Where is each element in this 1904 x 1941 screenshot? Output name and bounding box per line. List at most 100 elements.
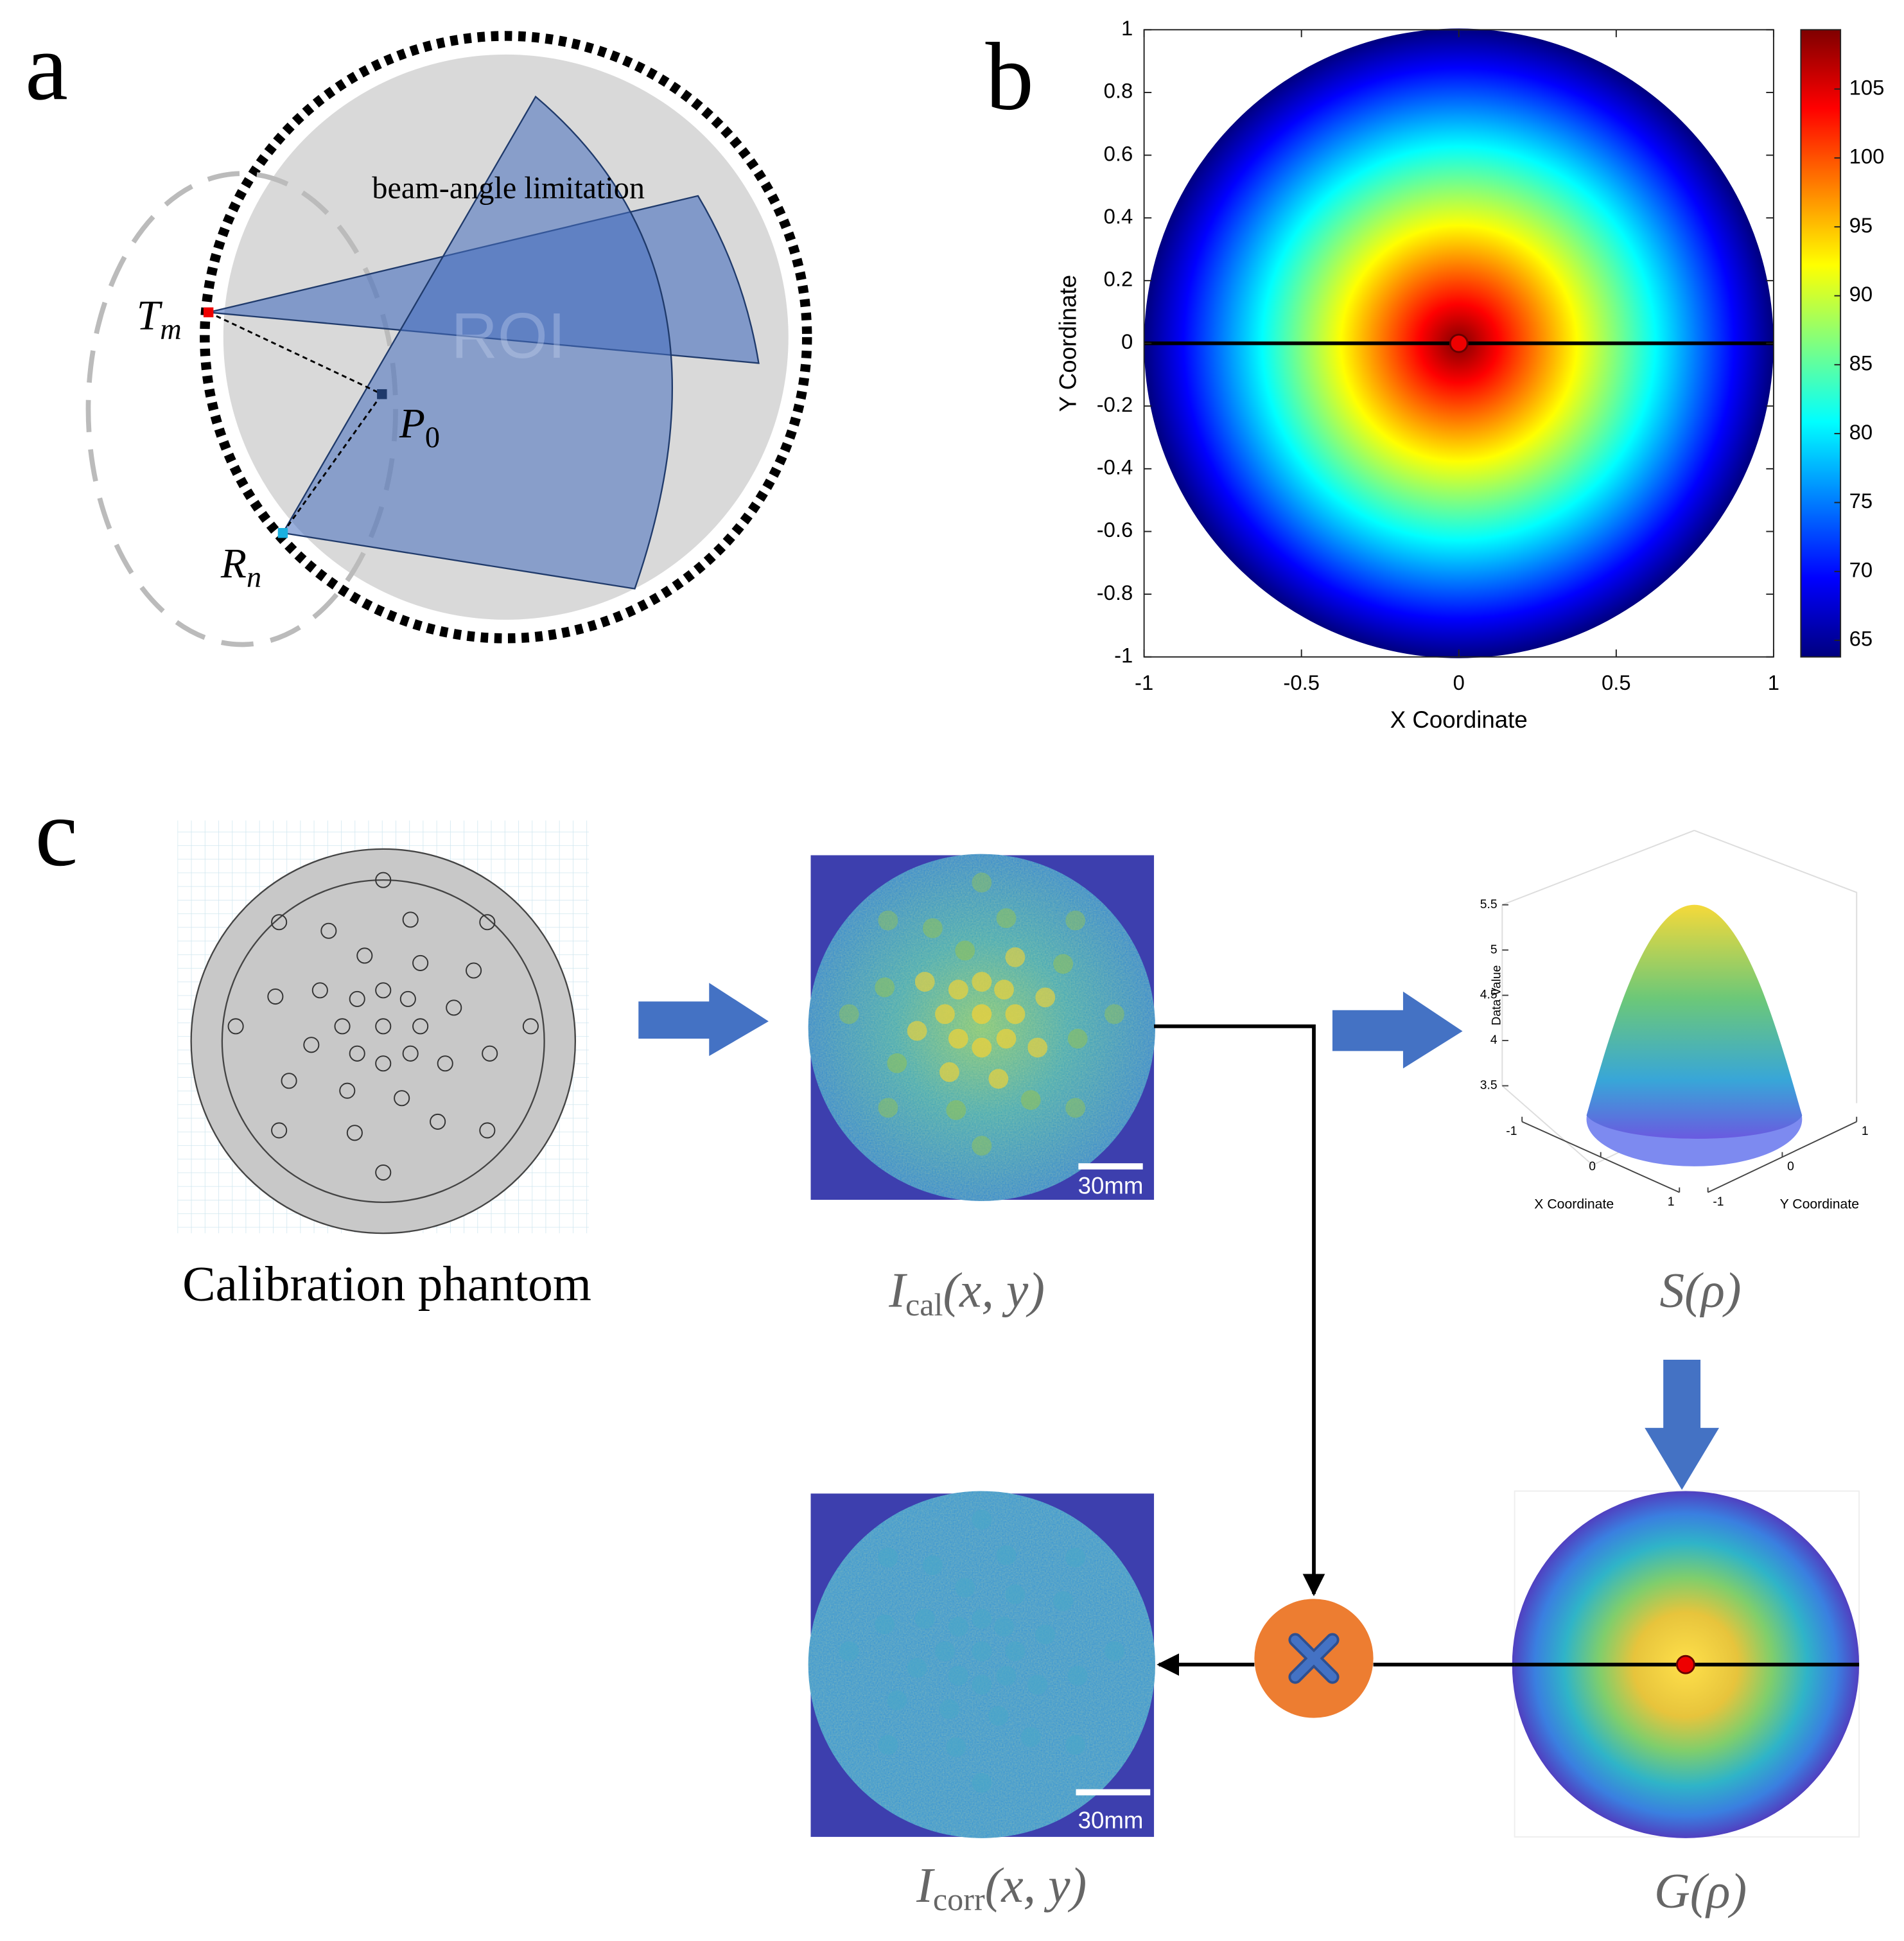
corrected-spots (839, 1509, 1124, 1793)
corrected-spot (948, 1665, 968, 1686)
corrected-spot (1065, 1735, 1086, 1755)
phantom-hole (479, 1122, 496, 1139)
receiver-marker (277, 528, 288, 538)
phantom-hole (430, 1113, 446, 1130)
corrected-spot (1005, 1641, 1026, 1662)
phantom-hole (402, 911, 419, 928)
transmitter-marker (203, 307, 214, 318)
plot-box (1501, 830, 1695, 906)
z-tick-label: 4 (1490, 1033, 1498, 1047)
y-tick-label: 0.2 (1104, 267, 1133, 291)
calibration-spot (878, 1098, 898, 1118)
calibration-spot (972, 872, 992, 893)
calibration-spot (948, 979, 968, 1000)
corrected-spot (972, 1609, 992, 1629)
colorbar-tick-label: 75 (1849, 489, 1873, 513)
y-tick-label: 0 (1121, 329, 1133, 353)
corrected-spot (875, 1614, 895, 1635)
phantom-hole (375, 1018, 392, 1035)
calibration-spot (996, 908, 1017, 929)
x-tick-label: 0 (1589, 1160, 1596, 1173)
corrected-spot (972, 1641, 992, 1662)
phantom-hole (375, 872, 392, 888)
calibration-spots (839, 872, 1124, 1156)
transmitter-label: Tm (137, 293, 182, 346)
y-tick-label: -0.4 (1097, 455, 1133, 479)
calibration-spot (1053, 954, 1074, 974)
phantom-hole (271, 914, 288, 931)
panel-b: b X Coordinate Y Coordinate -1 -0.5 0 0.5 1 -… (986, 16, 1885, 733)
calibration-spot (948, 1028, 968, 1049)
corrected-spot (907, 1658, 927, 1678)
flow-arrow (638, 983, 769, 1057)
flow-arrow (1645, 1359, 1720, 1490)
phantom-hole (311, 982, 328, 999)
calibration-spot (1020, 1090, 1041, 1111)
x-tick-label: 0.5 (1602, 671, 1631, 694)
z-tick-label: 5 (1490, 943, 1498, 956)
phantom-hole (375, 1055, 392, 1072)
phantom-hole (334, 1018, 351, 1035)
calibration-spot (988, 1069, 1009, 1089)
calibration-spot (1005, 1004, 1026, 1024)
colorbar (1800, 29, 1842, 658)
phantom-hole (339, 1082, 356, 1099)
phantom-hole (522, 1018, 539, 1035)
colorbar-tick-label: 80 (1849, 420, 1873, 444)
colorbar-tick-label: 90 (1849, 282, 1873, 306)
corrected-spot (996, 1665, 1017, 1686)
corrected-spot (946, 1737, 966, 1757)
surface (1586, 904, 1803, 1139)
y-tick-label: 0 (1787, 1160, 1794, 1173)
y-tick-label: 0.6 (1104, 141, 1133, 165)
phantom-holes (227, 872, 539, 1181)
point-marker (377, 389, 387, 400)
x-tick-label: 1 (1768, 671, 1779, 694)
calibration-spot (955, 940, 975, 961)
phantom-hole (394, 1090, 410, 1107)
surface-caption: S(ρ) (1660, 1262, 1742, 1317)
multiply-symbol (1288, 1633, 1340, 1684)
y-tick-label: -0.6 (1097, 518, 1133, 541)
scale-bar-label: 30mm (1078, 1172, 1144, 1199)
calibration-spot (839, 1004, 859, 1024)
calibration-spot (1035, 987, 1056, 1008)
center-marker (1675, 1655, 1695, 1674)
calibration-spot (914, 972, 935, 992)
y-axis-label: Y Coordinate (1055, 275, 1081, 412)
corrected-caption: Icorr(x, y) (916, 1858, 1087, 1917)
y-tick-label: 0.4 (1104, 204, 1133, 228)
phantom-hole (375, 1164, 392, 1181)
corrected-spot (972, 1509, 992, 1530)
calibration-spot (1065, 910, 1086, 931)
phantom-hole (446, 999, 462, 1016)
panel-c: c Calibration phantom 30mm Ical(x, y) Da… (35, 779, 1868, 1919)
corrected-spot (1053, 1591, 1074, 1612)
phantom-hole (227, 1018, 244, 1035)
x-axis-label: X Coordinate (1390, 707, 1528, 733)
panel-label: c (35, 779, 78, 886)
corrected-spot (988, 1706, 1009, 1726)
calibration-spot (972, 1037, 992, 1058)
receiver-label: Rn (220, 541, 261, 594)
phantom-hole (346, 1125, 363, 1141)
beam-sector (281, 95, 673, 590)
z-tick-label: 4.5 (1480, 988, 1498, 1002)
phantom-hole (375, 982, 392, 999)
calibration-spot (875, 977, 895, 997)
phantom-outer (190, 848, 577, 1234)
colorbar-tick-label: 105 (1849, 75, 1885, 99)
point-label: P0 (399, 401, 440, 454)
phantom-hole (356, 947, 373, 964)
phantom-hole (482, 1045, 498, 1062)
x-tick-label: 1 (1668, 1195, 1675, 1209)
calibration-spot (1067, 1028, 1088, 1049)
scale-bar-label: 30mm (1078, 1807, 1144, 1833)
x-tick-label: -1 (1506, 1125, 1517, 1138)
colorbar-tick-label: 100 (1849, 145, 1885, 168)
calibration-spot (1065, 1098, 1086, 1118)
surface-plot: Data Value X Coordinate Y Coordinate 3.5… (1480, 830, 1869, 1211)
z-tick-label: 3.5 (1480, 1079, 1498, 1093)
